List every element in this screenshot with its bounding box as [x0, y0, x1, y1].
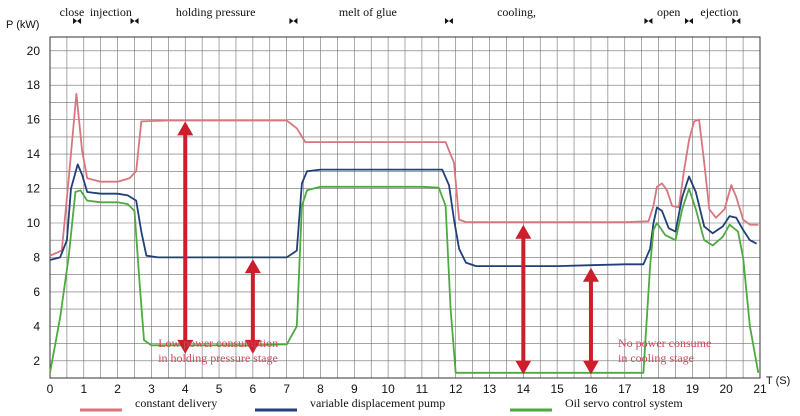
- y-tick-label: 4: [33, 319, 40, 333]
- stage-labels: close injection holding pressure melt of gl…: [60, 5, 739, 19]
- x-tick-label: 2: [114, 382, 121, 396]
- series-lines: [49, 92, 760, 374]
- power-arrow-head-down: [177, 339, 194, 354]
- stage-boundary-marker: [644, 18, 653, 24]
- stage-boundary-marker: [130, 18, 139, 24]
- legend-label: constant delivery: [135, 396, 217, 410]
- power-arrow-head-up: [244, 259, 261, 274]
- x-tick-label: 6: [250, 382, 257, 396]
- stage-label: melt of glue: [339, 5, 397, 19]
- stage-label: close: [60, 5, 85, 19]
- y-tick-label: 20: [27, 44, 41, 58]
- stage-label: holding pressure: [176, 5, 256, 19]
- y-tick-label: 16: [27, 113, 41, 127]
- power-arrow-head-up: [177, 121, 194, 136]
- x-tick-label: 21: [753, 382, 767, 396]
- annotation: No power consume in cooling stage: [618, 336, 711, 365]
- series-line: [49, 92, 759, 257]
- stage-markers: [73, 18, 741, 24]
- x-tick-label: 18: [652, 382, 666, 396]
- x-tick-label: 3: [148, 382, 155, 396]
- x-tick-label: 11: [416, 382, 429, 396]
- power-arrow-head-down: [244, 339, 261, 354]
- x-tick-label: 7: [283, 382, 290, 396]
- power-arrow-head-down: [582, 360, 599, 375]
- x-tick-label: 5: [216, 382, 223, 396]
- x-tick-labels: 0 1 2 3 4 5 6 7 8 9 10 11 12 13 14 15 16 17 18 19 20 21: [47, 382, 767, 396]
- x-tick-label: 9: [351, 382, 358, 396]
- power-arrow-head-up: [515, 224, 532, 239]
- x-tick-label: 8: [317, 382, 324, 396]
- x-tick-label: 0: [47, 382, 54, 396]
- stage-label: open: [657, 5, 680, 19]
- power-arrows: [177, 121, 599, 375]
- series-line: [49, 185, 760, 374]
- x-tick-label: 19: [686, 382, 700, 396]
- x-tick-label: 17: [618, 382, 632, 396]
- power-arrow-head-up: [582, 267, 599, 282]
- legend-label: Oil servo control system: [565, 396, 683, 410]
- annotation: Low power consumption in holding pressure…: [158, 336, 278, 365]
- annotations: Low power consumption in holding pressure…: [158, 336, 711, 365]
- grid: [49, 37, 761, 379]
- x-tick-label: 1: [80, 382, 87, 396]
- y-tick-labels: 2 4 6 8 10 12 14 16 18 20: [27, 44, 41, 368]
- y-tick-label: 18: [27, 78, 41, 92]
- stage-boundary-marker: [289, 18, 298, 24]
- y-tick-label: 2: [33, 354, 40, 368]
- stage-boundary-marker: [732, 18, 741, 24]
- x-tick-label: 10: [381, 382, 395, 396]
- x-tick-label: 14: [517, 382, 531, 396]
- power-arrow-head-down: [515, 360, 532, 375]
- x-tick-label: 20: [720, 382, 734, 396]
- stage-boundary-marker: [73, 18, 82, 24]
- y-tick-label: 8: [33, 250, 40, 264]
- x-tick-label: 12: [449, 382, 463, 396]
- stage-label: cooling,: [497, 5, 536, 19]
- plot-frame: [49, 36, 761, 379]
- x-tick-label: 15: [550, 382, 564, 396]
- x-tick-label: 13: [483, 382, 497, 396]
- y-tick-label: 12: [27, 182, 41, 196]
- legend: constant delivery variable displacement p…: [80, 396, 683, 412]
- stage-label: ejection: [700, 5, 738, 19]
- y-tick-label: 6: [33, 285, 40, 299]
- x-tick-label: 16: [584, 382, 598, 396]
- y-axis-label: P (kW): [6, 19, 39, 31]
- stage-label: injection: [90, 5, 132, 19]
- x-tick-label: 4: [182, 382, 189, 396]
- stage-boundary-marker: [685, 18, 693, 24]
- series-line: [49, 163, 758, 267]
- plot-border: [49, 36, 761, 379]
- x-axis-label: T (S): [766, 375, 790, 387]
- y-tick-label: 14: [27, 147, 41, 161]
- y-tick-label: 10: [27, 216, 41, 230]
- stage-boundary-marker: [444, 18, 453, 24]
- legend-label: variable displacement pump: [310, 396, 445, 410]
